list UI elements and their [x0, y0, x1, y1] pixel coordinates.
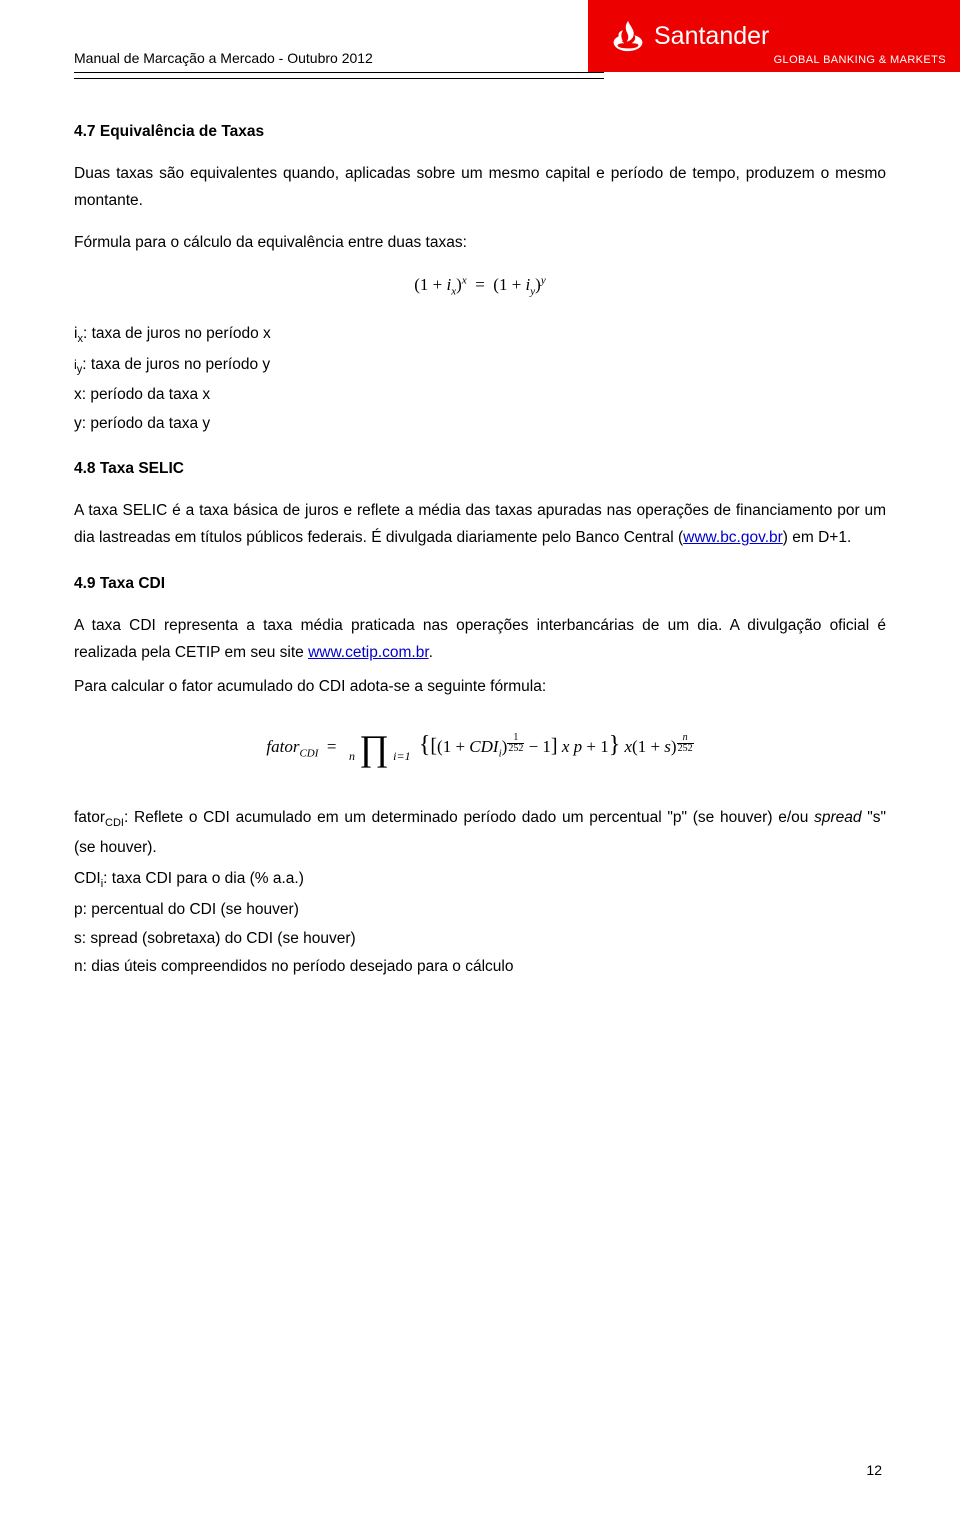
page-number: 12 [866, 1462, 882, 1478]
def-cdi-i: CDIi: taxa CDI para o dia (% a.a.) [74, 865, 886, 895]
def-y: y: período da taxa y [74, 410, 886, 438]
link-cetip[interactable]: www.cetip.com.br [308, 644, 429, 661]
para-4-8-1: A taxa SELIC é a taxa básica de juros e … [74, 497, 886, 552]
def-n: n: dias úteis compreendidos no período d… [74, 953, 886, 981]
defs-4-9: fatorCDI: Reflete o CDI acumulado em um … [74, 804, 886, 981]
para-4-7-2: Fórmula para o cálculo da equivalência e… [74, 229, 886, 257]
brand-banner: Santander GLOBAL BANKING & MARKETS [588, 0, 960, 72]
def-fator: fatorCDI: Reflete o CDI acumulado em um … [74, 804, 886, 861]
doc-title: Manual de Marcação a Mercado - Outubro 2… [74, 50, 373, 66]
heading-4-7: 4.7 Equivalência de Taxas [74, 118, 886, 146]
defs-4-7: ix: taxa de juros no período x iy: taxa … [74, 320, 886, 437]
para-4-9-1: A taxa CDI representa a taxa média prati… [74, 612, 886, 667]
flame-icon [610, 18, 646, 54]
def-s: s: spread (sobretaxa) do CDI (se houver) [74, 925, 886, 953]
def-ix: ix: taxa de juros no período x [74, 320, 886, 350]
para-4-9-2: Para calcular o fator acumulado do CDI a… [74, 673, 886, 701]
heading-4-8: 4.8 Taxa SELIC [74, 455, 886, 483]
page-header: Manual de Marcação a Mercado - Outubro 2… [0, 0, 960, 72]
heading-4-9: 4.9 Taxa CDI [74, 570, 886, 598]
def-p: p: percentual do CDI (se houver) [74, 896, 886, 924]
brand-name: Santander [654, 22, 769, 51]
def-iy: iy: taxa de juros no período y [74, 351, 886, 380]
formula-fator-cdi: fatorCDI = n ∏ i=1 {[(1 + CDIi)1252 − 1]… [74, 706, 886, 774]
def-x: x: período da taxa x [74, 381, 886, 409]
brand-tagline: GLOBAL BANKING & MARKETS [774, 54, 946, 66]
formula-equivalence: (1 + ix)x = (1 + iy)y [74, 270, 886, 302]
para-4-7-1: Duas taxas são equivalentes quando, apli… [74, 160, 886, 215]
header-underline [74, 72, 604, 79]
link-bc[interactable]: www.bc.gov.br [683, 529, 783, 546]
page-content: 4.7 Equivalência de Taxas Duas taxas são… [74, 118, 886, 993]
